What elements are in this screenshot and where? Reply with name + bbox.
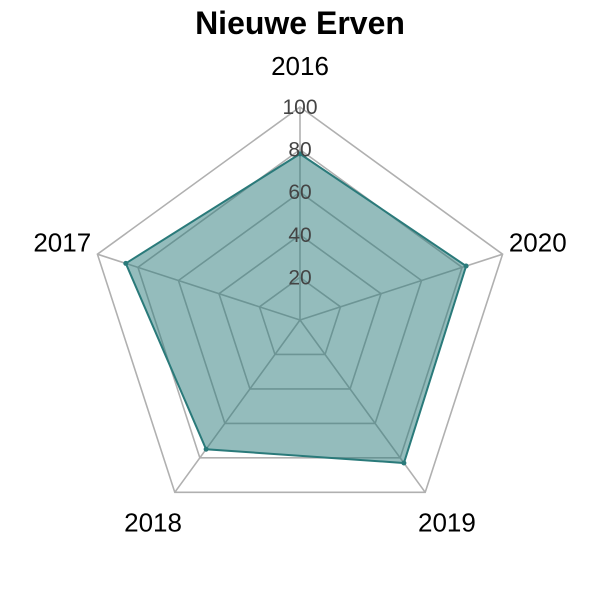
tick-label-40: 40 bbox=[288, 224, 311, 247]
tick-label-80: 80 bbox=[288, 139, 311, 162]
tick-label-100: 100 bbox=[282, 96, 317, 119]
tick-label-20: 20 bbox=[288, 266, 311, 289]
grid-ring-100 bbox=[96, 106, 504, 494]
tick-label-60: 60 bbox=[288, 181, 311, 204]
data-point-2017 bbox=[123, 260, 129, 266]
axis-label-2017: 2017 bbox=[33, 228, 91, 258]
data-point-2018 bbox=[203, 446, 209, 452]
data-point-2016 bbox=[297, 151, 303, 157]
data-point-2020 bbox=[463, 263, 469, 269]
axis-label-2019: 2019 bbox=[418, 507, 476, 537]
axis-label-2016: 2016 bbox=[271, 51, 329, 81]
radar-series bbox=[123, 151, 469, 466]
chart-title: Nieuwe Erven bbox=[195, 5, 405, 41]
category-axis-labels: 2016 2020 2019 2018 2017 bbox=[33, 51, 566, 537]
data-point-2019 bbox=[401, 460, 407, 466]
axis-label-2018: 2018 bbox=[124, 507, 182, 537]
radial-tick-labels: 20 40 60 80 100 bbox=[282, 96, 317, 289]
series-area-0 bbox=[124, 152, 468, 465]
axis-label-2020: 2020 bbox=[509, 228, 567, 258]
